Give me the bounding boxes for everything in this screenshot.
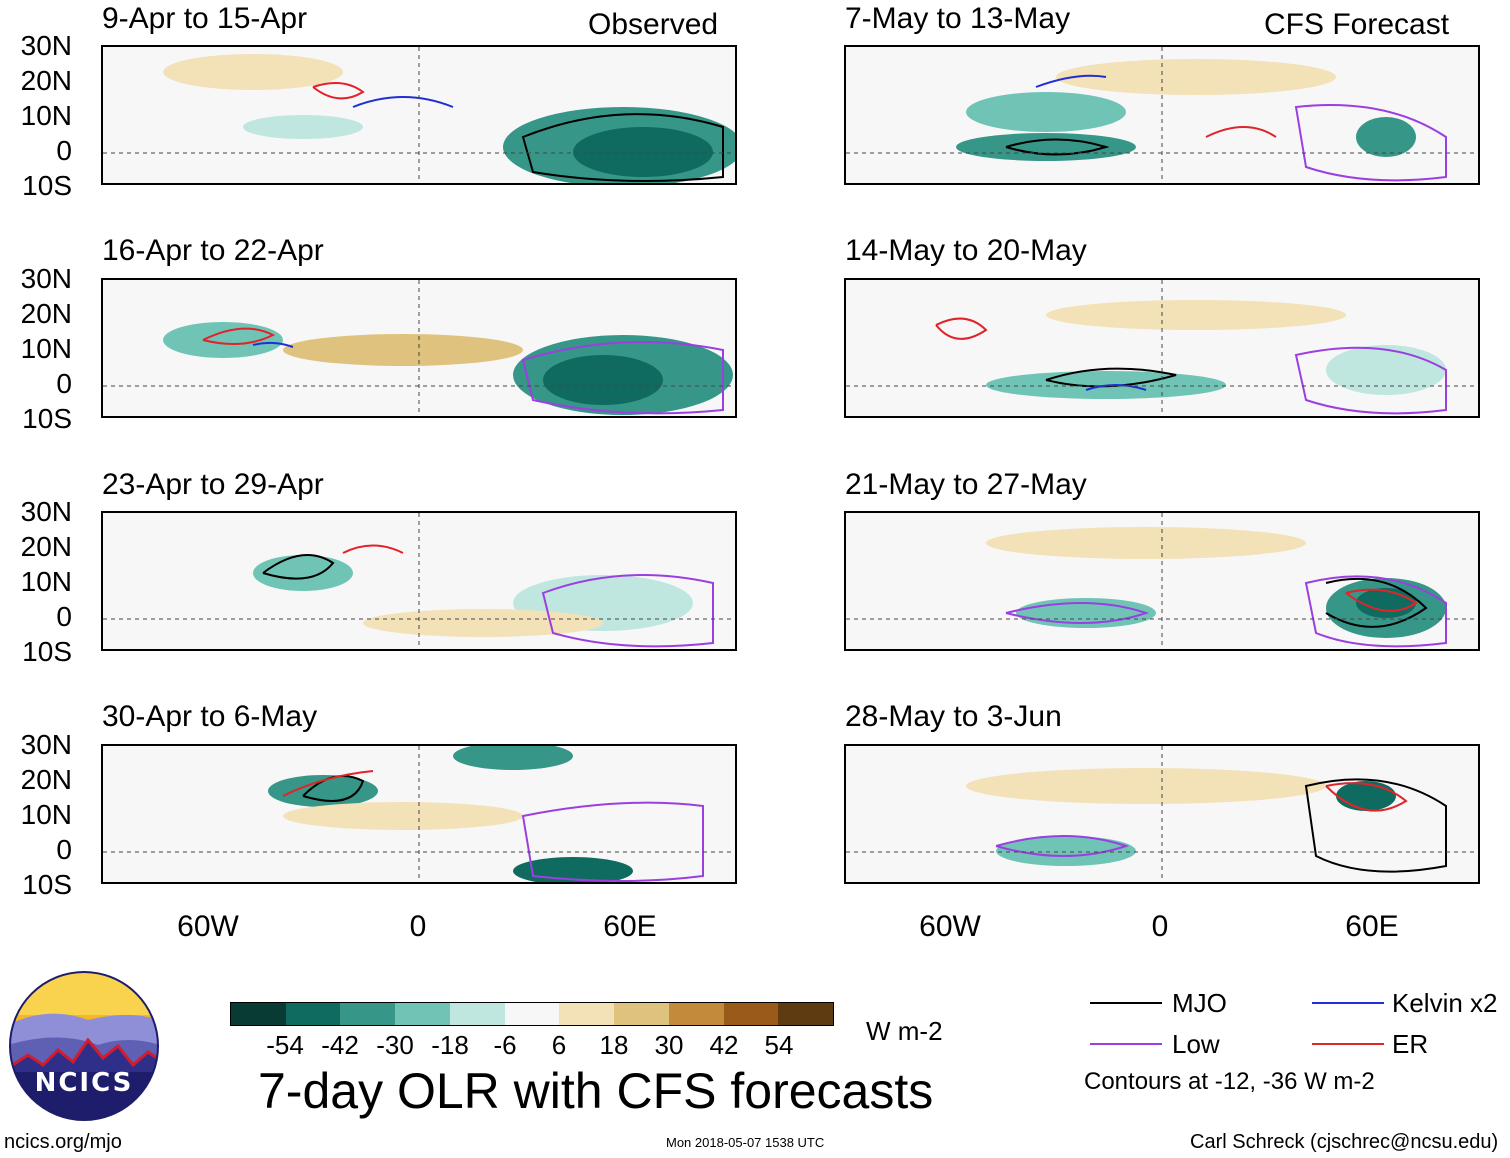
lat-label: 30N (20, 30, 72, 61)
colorbar-bin (395, 1003, 450, 1025)
colorbar-bin (559, 1003, 615, 1025)
observed-label: Observed (588, 8, 719, 41)
colorbar-tick: -18 (431, 1030, 469, 1060)
panel-title-8: 28-May to 3-Jun (845, 700, 1062, 733)
map-panel-3 (101, 511, 737, 651)
lon-label: 0 (1151, 910, 1169, 943)
panel-title-6: 14-May to 20-May (845, 234, 1087, 267)
colorbar-bin (504, 1003, 560, 1025)
legend-note: Contours at -12, -36 W m-2 (1084, 1068, 1375, 1095)
legend-swatch-er (1312, 1043, 1384, 1045)
panel-title-3: 23-Apr to 29-Apr (102, 468, 324, 501)
colorbar-bin (231, 1003, 286, 1025)
map-panel-2 (101, 278, 737, 418)
colorbar-tick: 30 (654, 1030, 684, 1060)
colorbar-tick: 54 (764, 1030, 794, 1060)
lat-label: 10S (22, 170, 72, 201)
lat-label: 10N (20, 333, 72, 364)
footer-credit: Carl Schreck (cjschrec@ncsu.edu) (1190, 1131, 1499, 1153)
lat-label: 10S (22, 403, 72, 434)
legend-label-mjo: MJO (1172, 988, 1227, 1018)
lat-label: 30N (20, 496, 72, 527)
footer-url: ncics.org/mjo (4, 1131, 122, 1153)
lat-label: 20N (20, 764, 72, 795)
panel-title-7: 21-May to 27-May (845, 468, 1087, 501)
lon-label: 60E (1345, 910, 1399, 943)
lat-label: 0 (56, 601, 72, 632)
logo-text: NCICS (34, 1068, 134, 1098)
colorbar-bin (614, 1003, 669, 1025)
cfs-forecast-label: CFS Forecast (1264, 8, 1450, 41)
panel-title-1: 9-Apr to 15-Apr (102, 2, 308, 35)
lat-label: 0 (56, 368, 72, 399)
colorbar-bin (285, 1003, 341, 1025)
lat-label: 20N (20, 65, 72, 96)
legend-swatch-low (1090, 1043, 1162, 1045)
colorbar-tick: 42 (709, 1030, 739, 1060)
colorbar-tick: -42 (321, 1030, 359, 1060)
colorbar-bin (778, 1003, 834, 1025)
colorbar-bin (449, 1003, 505, 1025)
colorbar-bin (340, 1003, 396, 1025)
map-panel-4 (101, 744, 737, 884)
lon-label: 60W (919, 910, 981, 943)
legend-label-er: ER (1392, 1029, 1429, 1059)
legend-label-low: Low (1172, 1029, 1220, 1059)
panel-title-5: 7-May to 13-May (845, 2, 1071, 35)
legend-label-kelvin: Kelvin x2 (1392, 988, 1498, 1018)
colorbar-bin (668, 1003, 724, 1025)
colorbar-bin (723, 1003, 779, 1025)
lat-label: 10S (22, 636, 72, 667)
lon-label: 0 (409, 910, 427, 943)
colorbar-units: W m-2 (866, 1016, 943, 1046)
footer-timestamp: Mon 2018-05-07 1538 UTC (666, 1135, 825, 1150)
colorbar (230, 1002, 834, 1026)
colorbar-tick: -54 (266, 1030, 304, 1060)
lat-label: 0 (56, 834, 72, 865)
panel-title-4: 30-Apr to 6-May (102, 700, 318, 733)
map-panel-6 (844, 278, 1480, 418)
map-panel-1 (101, 45, 737, 185)
lat-label: 30N (20, 263, 72, 294)
colorbar-tick: 6 (551, 1030, 567, 1060)
map-panel-8 (844, 744, 1480, 884)
colorbar-tick: -30 (376, 1030, 414, 1060)
ncics-logo: NCICS (8, 970, 160, 1122)
map-panel-5 (844, 45, 1480, 185)
map-panel-7 (844, 511, 1480, 651)
lat-label: 0 (56, 135, 72, 166)
colorbar-tick: -6 (493, 1030, 517, 1060)
lat-label: 30N (20, 729, 72, 760)
legend-swatch-kelvin (1312, 1002, 1384, 1004)
lat-label: 10N (20, 100, 72, 131)
colorbar-tick: 18 (599, 1030, 629, 1060)
lat-label: 20N (20, 531, 72, 562)
chart-title: 7-day OLR with CFS forecasts (258, 1063, 934, 1119)
legend-swatch-mjo (1090, 1002, 1162, 1004)
lon-label: 60E (603, 910, 657, 943)
lon-label: 60W (177, 910, 239, 943)
lat-label: 20N (20, 298, 72, 329)
lat-label: 10N (20, 566, 72, 597)
lat-label: 10S (22, 869, 72, 900)
panel-title-2: 16-Apr to 22-Apr (102, 234, 324, 267)
lat-label: 10N (20, 799, 72, 830)
